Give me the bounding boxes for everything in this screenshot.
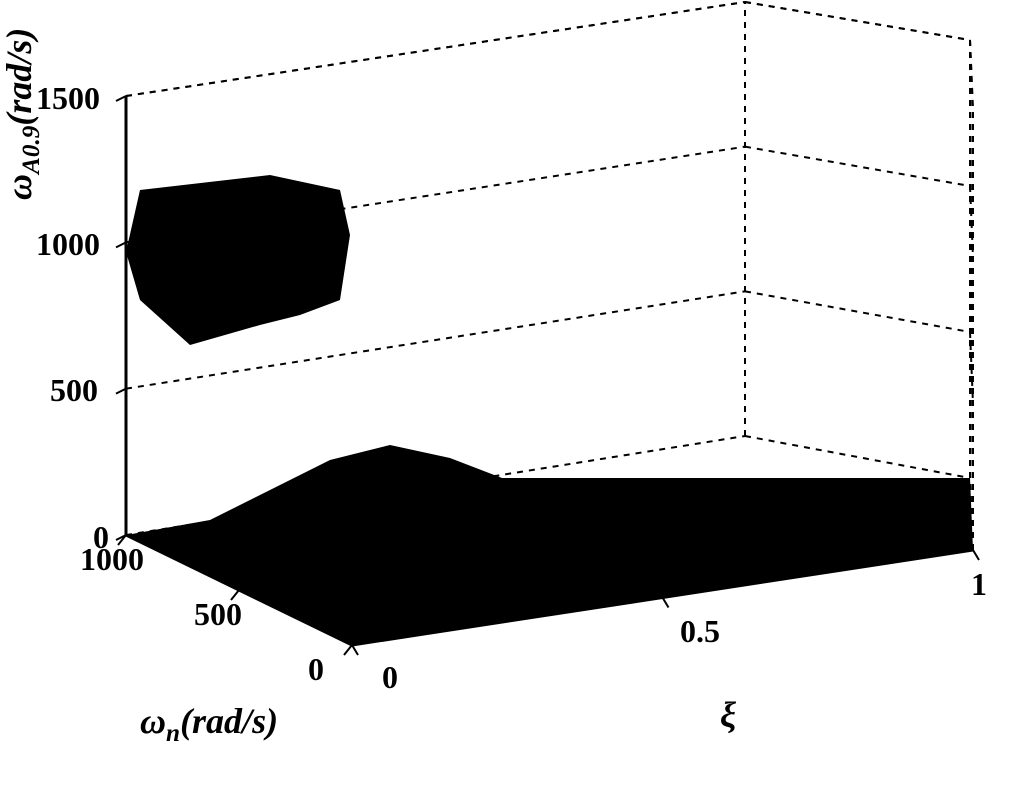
chart-3d-surface: 0 500 1000 1500 0 500 1000 0 0.5 1 ωA0.9… [0,0,1018,780]
x-tick-0: 0 [382,659,398,696]
z-tick-1000: 1000 [36,226,100,263]
chart-svg [0,0,1018,780]
z-tick-500: 500 [50,372,98,409]
x-tick-0.5: 0.5 [680,613,720,650]
y-tick-0: 0 [308,651,324,688]
x-axis-label: ξ [720,694,736,736]
x-tick-1: 1 [971,566,987,603]
z-axis-label: ωA0.9(rad/s) [0,28,46,200]
y-axis-label: ωn(rad/s) [140,700,278,748]
y-tick-1000: 1000 [80,541,144,578]
y-tick-500: 500 [194,596,242,633]
